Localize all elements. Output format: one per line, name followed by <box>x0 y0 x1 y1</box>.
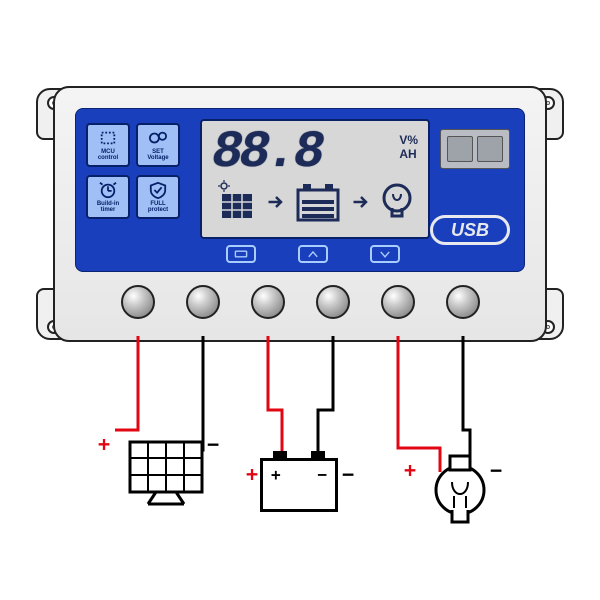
terminal-solar-neg[interactable] <box>186 285 220 319</box>
menu-button[interactable] <box>226 245 256 263</box>
shield-icon <box>147 181 169 199</box>
battery-pos-mark: + <box>271 465 281 484</box>
usb-port-2[interactable] <box>477 136 503 162</box>
icon-protect-l1: FULL <box>150 201 165 207</box>
arrow-icon <box>351 180 371 224</box>
gear-icon <box>147 129 169 147</box>
terminal-solar-pos[interactable] <box>121 285 155 319</box>
wire-load-pos <box>398 336 440 472</box>
faceplate: MCUcontrol SETVoltage Build-intimer FULL… <box>75 108 525 272</box>
usb-logo: USB <box>430 215 510 245</box>
wire-battery-neg <box>318 336 333 458</box>
arrow-icon <box>266 180 286 224</box>
chip-icon <box>97 129 119 147</box>
terminal-battery-neg[interactable] <box>316 285 350 319</box>
device-battery: + − <box>260 458 338 512</box>
wire-battery-pos <box>268 336 282 458</box>
device-lamp <box>428 454 492 533</box>
usb-logo-text: USB <box>451 220 489 241</box>
battery-neg-mark: − <box>317 465 327 484</box>
label-solar-neg: − <box>207 432 219 456</box>
icon-set-l1: SET <box>152 149 164 155</box>
lamp-icon <box>380 180 414 224</box>
clock-icon <box>97 181 119 199</box>
icon-set-l2: Voltage <box>147 155 168 161</box>
solar-icon <box>216 180 256 224</box>
battery-icon <box>295 180 341 224</box>
usb-port-1[interactable] <box>447 136 473 162</box>
wire-load-neg <box>463 336 470 470</box>
controller-chassis: MCUcontrol SETVoltage Build-intimer FULL… <box>53 86 547 342</box>
icon-timer: Build-intimer <box>86 175 130 219</box>
lcd-units: V% AH <box>399 133 418 162</box>
terminal-battery-pos[interactable] <box>251 285 285 319</box>
icon-set: SETVoltage <box>136 123 180 167</box>
lcd-display: 88.8 V% AH <box>200 119 430 239</box>
icon-protect: FULLprotect <box>136 175 180 219</box>
device-solar-panel <box>128 440 204 511</box>
lcd-reading: 88.8 <box>212 127 418 179</box>
usb-bay[interactable] <box>440 129 510 169</box>
icon-mcu-l1: MCU <box>101 149 115 155</box>
up-button[interactable] <box>298 245 328 263</box>
icon-mcu: MCUcontrol <box>86 123 130 167</box>
wire-solar-pos <box>115 336 138 430</box>
lcd-unit-top: V% <box>399 133 418 147</box>
icon-timer-l2: timer <box>101 207 116 213</box>
icon-mcu-l2: control <box>98 155 118 161</box>
lcd-unit-bottom: AH <box>399 147 418 161</box>
lcd-flow-row <box>216 177 414 227</box>
terminal-row <box>105 282 495 322</box>
icon-timer-l1: Build-in <box>97 201 119 207</box>
label-solar-pos: + <box>98 432 110 456</box>
label-batt-neg: − <box>342 462 354 486</box>
wire-solar-neg <box>200 336 203 450</box>
label-load-pos: + <box>404 458 416 482</box>
down-button[interactable] <box>370 245 400 263</box>
label-batt-pos: + <box>246 462 258 486</box>
icon-protect-l2: protect <box>148 207 168 213</box>
terminal-load-neg[interactable] <box>446 285 480 319</box>
terminal-load-pos[interactable] <box>381 285 415 319</box>
